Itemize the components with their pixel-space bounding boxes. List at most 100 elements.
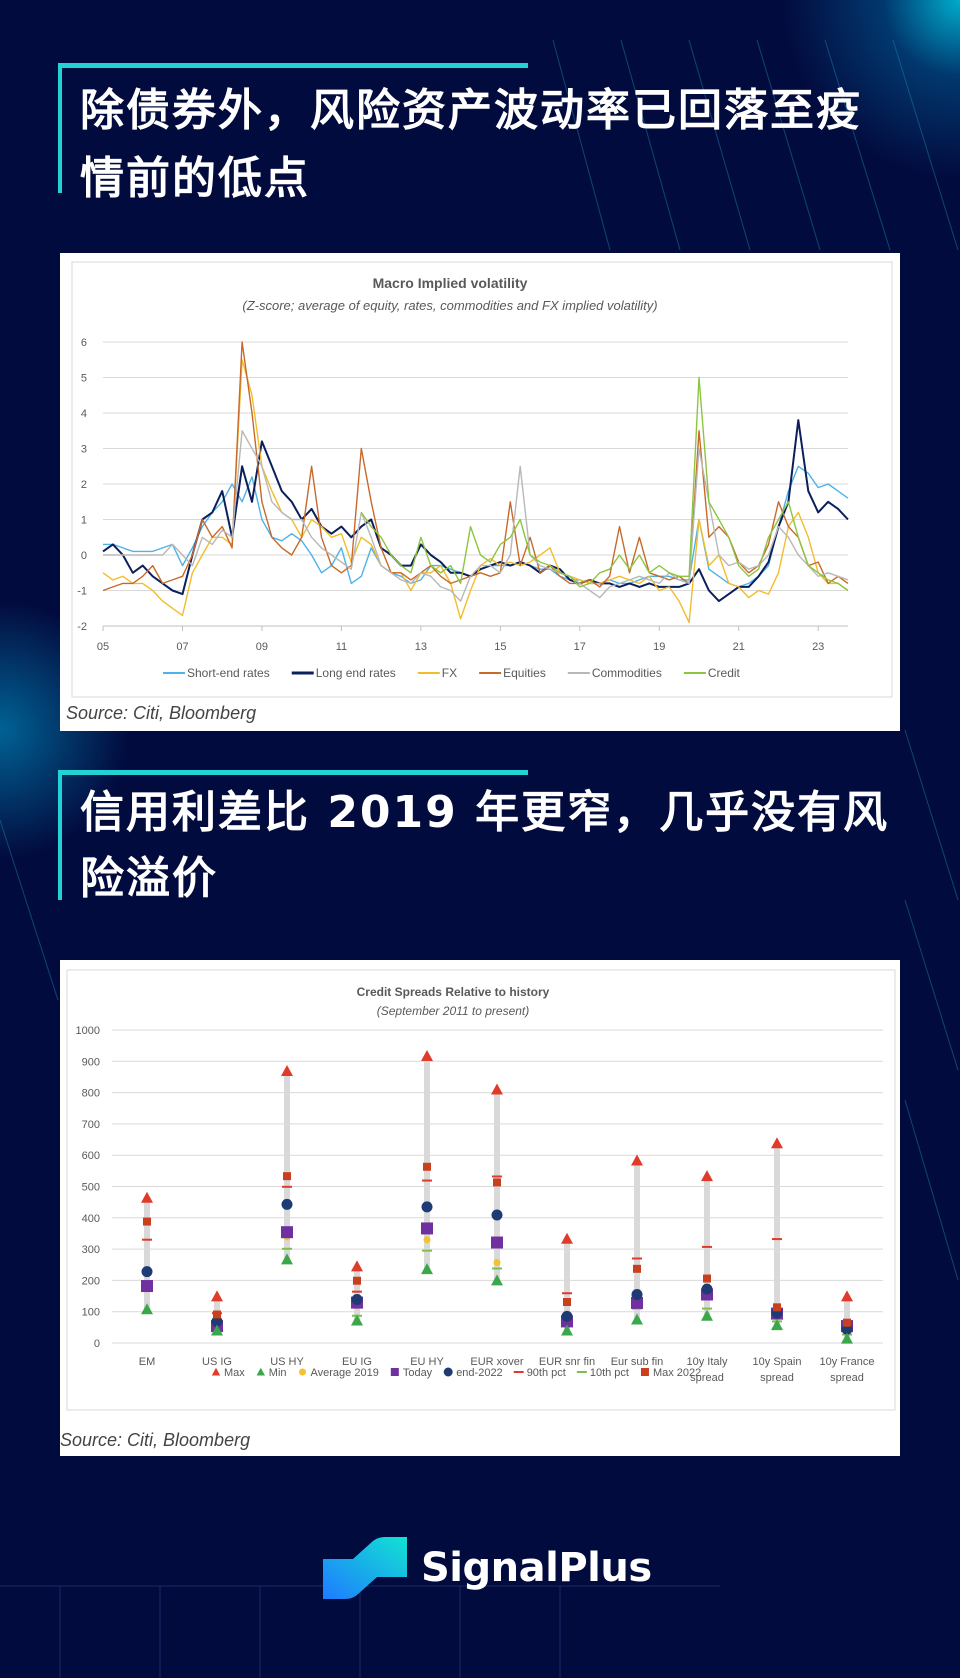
legend-marker xyxy=(256,1367,265,1376)
x-tick-label: 15 xyxy=(494,641,506,653)
chart-source: Source: Citi, Bloomberg xyxy=(60,1430,251,1450)
plot-border xyxy=(66,969,896,1411)
y-tick-label: 2 xyxy=(81,479,87,491)
x-tick-label: 19 xyxy=(653,641,665,653)
category-label: 10y Italy xyxy=(687,1356,728,1368)
marker-end-2022 xyxy=(281,1198,293,1210)
legend-label: Today xyxy=(403,1367,433,1379)
y-tick-label: 900 xyxy=(82,1056,100,1068)
brand-name: SignalPlus xyxy=(421,1545,652,1591)
category-label: spread xyxy=(760,1372,794,1384)
y-tick-label: -2 xyxy=(77,621,87,633)
marker-max xyxy=(701,1170,713,1182)
marker-today xyxy=(141,1280,153,1293)
volatility-chart: Macro Implied volatility (Z-score; averag… xyxy=(71,261,893,698)
marker-max xyxy=(631,1154,643,1166)
accent-bar xyxy=(58,63,528,68)
marker-average-2019 xyxy=(423,1236,431,1244)
category-label: 10y France xyxy=(819,1356,874,1368)
series-line-commodities xyxy=(103,430,849,602)
y-tick-label: 6 xyxy=(81,337,87,349)
category-label: 10y Spain xyxy=(753,1356,802,1368)
section2-title-line: 信用利差比 2019 年更窄，几乎没有风 xyxy=(80,787,890,838)
section1-title-line: 除债券外，风险资产波动率已回落至疫 xyxy=(80,85,862,136)
y-tick-label: 300 xyxy=(82,1244,100,1256)
marker-end-2022 xyxy=(141,1266,153,1278)
marker-min xyxy=(141,1303,153,1315)
x-tick-label: 21 xyxy=(733,641,745,653)
marker-max-2022 xyxy=(773,1303,781,1312)
legend-marker xyxy=(299,1368,307,1376)
y-tick-label: 500 xyxy=(82,1182,100,1194)
legend-label: 10th pct xyxy=(590,1367,629,1379)
category-label: EUR xover xyxy=(470,1356,524,1368)
legend-label: Long end rates xyxy=(316,666,396,680)
accent-bar xyxy=(58,770,528,775)
x-tick-label: 11 xyxy=(336,641,347,653)
legend-label: Commodities xyxy=(592,666,662,680)
legend-label: Equities xyxy=(503,666,546,680)
marker-max xyxy=(841,1290,853,1302)
legend-label: Short-end rates xyxy=(187,666,270,680)
accent-bar xyxy=(58,63,62,193)
marker-min xyxy=(351,1314,363,1326)
y-tick-label: 0 xyxy=(81,550,87,562)
signalplus-logo: SignalPlus xyxy=(323,1537,652,1599)
marker-end-2022 xyxy=(631,1288,643,1300)
y-tick-label: 200 xyxy=(82,1275,100,1287)
marker-max-2022 xyxy=(283,1172,291,1181)
category-label: spread xyxy=(830,1372,864,1384)
marker-max-2022 xyxy=(353,1276,361,1285)
legend-label: Average 2019 xyxy=(311,1367,379,1379)
credit-spreads-chart: Credit Spreads Relative to history (Septe… xyxy=(66,969,896,1411)
marker-min xyxy=(841,1332,853,1344)
marker-end-2022 xyxy=(701,1283,713,1295)
y-tick-label: -1 xyxy=(77,586,87,598)
x-tick-label: 09 xyxy=(256,641,268,653)
y-tick-label: 1000 xyxy=(76,1025,100,1037)
marker-max xyxy=(211,1290,223,1302)
marker-max-2022 xyxy=(493,1178,501,1187)
marker-min xyxy=(421,1263,433,1275)
category-label: EUR snr fin xyxy=(539,1356,595,1368)
section2-title-line: 险溢价 xyxy=(80,853,218,904)
legend-label: end-2022 xyxy=(456,1367,503,1379)
marker-max xyxy=(491,1083,503,1095)
chart-source: Source: Citi, Bloomberg xyxy=(66,703,257,723)
marker-today xyxy=(491,1236,503,1249)
category-label: EU HY xyxy=(410,1356,444,1368)
marker-min xyxy=(491,1274,503,1286)
marker-min xyxy=(701,1309,713,1321)
marker-min xyxy=(211,1324,223,1336)
marker-end-2022 xyxy=(491,1209,503,1221)
marker-today xyxy=(421,1222,433,1235)
accent-bar xyxy=(58,770,62,900)
legend-label: Max xyxy=(224,1367,245,1379)
credit-spreads-chart-card: Credit Spreads Relative to history (Septe… xyxy=(60,960,900,1456)
legend-marker xyxy=(211,1367,221,1376)
legend-label: Min xyxy=(269,1367,287,1379)
marker-max xyxy=(141,1191,153,1203)
legend-label: Max 2022 xyxy=(653,1367,701,1379)
legend-label: Credit xyxy=(708,666,741,680)
legend-label: FX xyxy=(442,666,457,680)
category-label: Eur sub fin xyxy=(611,1356,664,1368)
marker-end-2022 xyxy=(351,1293,363,1305)
marker-today xyxy=(281,1226,293,1239)
x-tick-label: 17 xyxy=(574,641,586,653)
series-line-long-end-rates xyxy=(102,419,849,603)
volatility-chart-card: Macro Implied volatility (Z-score; averag… xyxy=(60,253,900,731)
marker-average-2019 xyxy=(493,1259,501,1267)
y-tick-label: 600 xyxy=(82,1150,100,1162)
x-tick-label: 13 xyxy=(415,641,427,653)
x-tick-label: 23 xyxy=(812,641,824,653)
legend-label: 90th pct xyxy=(527,1367,566,1379)
marker-max xyxy=(281,1065,293,1077)
chart-title: Macro Implied volatility xyxy=(373,275,528,291)
x-tick-label: 05 xyxy=(97,641,109,653)
y-tick-label: 1 xyxy=(81,515,87,527)
y-tick-label: 0 xyxy=(94,1338,100,1350)
y-tick-label: 700 xyxy=(82,1119,100,1131)
marker-max-2022 xyxy=(563,1297,571,1306)
marker-max-2022 xyxy=(633,1264,641,1273)
